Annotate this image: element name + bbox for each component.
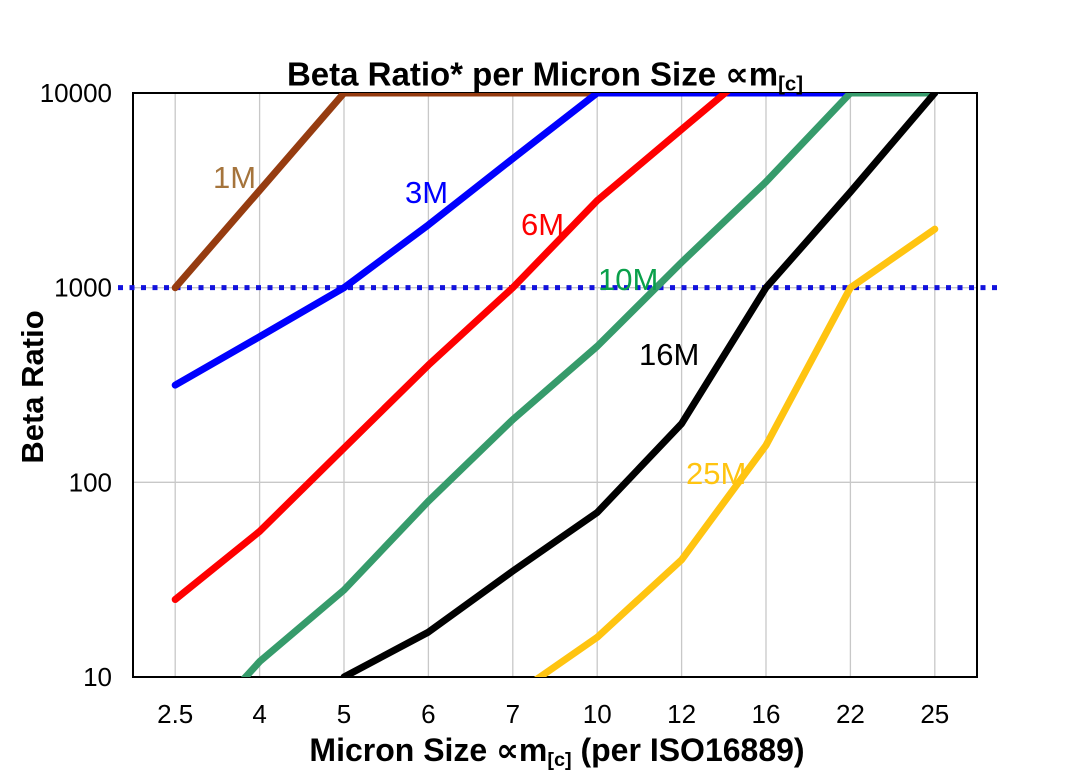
x-tick-label-6: 6 [421,699,435,729]
chart-title: Beta Ratio* per Micron Size ∝m[c] [286,55,804,96]
chart-title-text: Beta Ratio* per Micron Size [286,55,726,93]
y-axis-title: Beta Ratio [15,310,51,463]
series-label-25m: 25M [686,456,746,491]
x-axis-title: Micron Size ∝m[c] (per ISO16889) [309,731,805,771]
x-tick-label-25: 25 [920,699,949,729]
y-tick-label-10: 10 [83,662,112,692]
y-axis-title-text: Beta Ratio [15,310,50,464]
series-line-10m [240,93,939,677]
x-tick-label-7: 7 [506,699,520,729]
series-line-25m [533,225,939,677]
x-axis-title-text: Micron Size [309,732,497,768]
series-line-1m [171,93,601,292]
y-tick-label-1000: 1000 [54,273,112,303]
series-label-1m: 1M [213,160,256,195]
proportional-symbol: ∝m [725,55,779,93]
x-tick-label-22: 22 [836,699,865,729]
x-tick-label-12: 12 [667,699,696,729]
series-line-16m [340,93,939,677]
x-axis-title-suffix: (per ISO16889) [571,732,805,768]
x-axis-title-subscript: [c] [547,748,572,771]
x-tick-label-16: 16 [752,699,781,729]
x-tick-label-5: 5 [337,699,351,729]
y-tick-label-10000: 10000 [40,78,112,108]
proportional-symbol: ∝m [496,732,548,768]
chart-title-subscript: [c] [778,72,804,96]
series-label-3m: 3M [405,175,448,210]
x-tick-label-10: 10 [583,699,612,729]
series-line-3m [171,93,939,389]
y-tick-label-100: 100 [69,467,112,497]
x-tick-label-4: 4 [252,699,266,729]
series-label-16m: 16M [639,337,699,372]
series-line-6m [171,93,731,603]
x-tick-label-2.5: 2.5 [157,699,193,729]
series-label-6m: 6M [521,207,564,242]
series-label-10m: 10M [598,262,658,297]
